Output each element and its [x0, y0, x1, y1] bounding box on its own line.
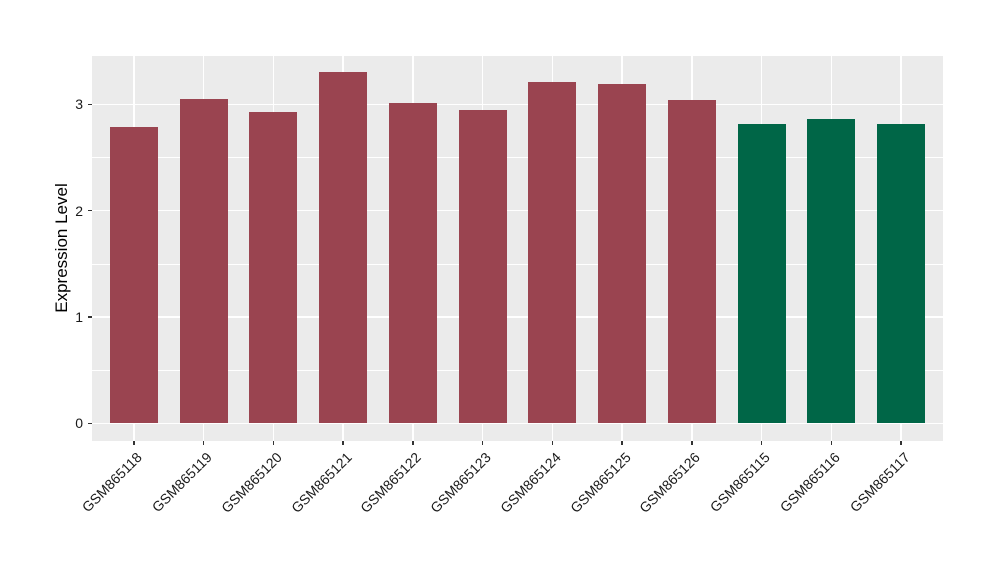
x-tick — [830, 441, 833, 445]
x-tick — [691, 441, 693, 445]
x-tick-label-text: GSM865115 — [706, 449, 773, 516]
bar-GSM865123 — [458, 109, 507, 424]
y-tick-label: 1 — [75, 309, 83, 326]
y-gridline-minor — [92, 263, 943, 265]
x-tick-label-text: GSM865116 — [776, 449, 843, 516]
x-tick — [900, 441, 902, 445]
x-tick-label-text: GSM865120 — [217, 449, 285, 516]
bar-GSM865120 — [249, 111, 298, 424]
y-tick — [88, 316, 92, 318]
y-tick-label: 2 — [75, 202, 83, 219]
bar-GSM865122 — [388, 103, 437, 424]
y-tick — [88, 103, 92, 106]
y-tick — [88, 209, 92, 212]
x-tick — [412, 441, 414, 445]
plot-panel — [92, 56, 943, 441]
x-tick-label-text: GSM865119 — [148, 449, 215, 516]
x-tick-label-text: GSM865125 — [566, 449, 634, 516]
x-tick-label-text: GSM865126 — [636, 449, 704, 516]
x-tick — [342, 441, 344, 445]
bar-GSM865121 — [319, 72, 368, 424]
y-gridline-major — [92, 103, 943, 106]
x-tick-label-text: GSM865122 — [357, 449, 425, 516]
y-tick-label: 0 — [75, 415, 83, 432]
y-tick-label: 3 — [75, 96, 83, 113]
bar-GSM865124 — [528, 82, 577, 424]
x-tick — [760, 441, 763, 445]
bar-GSM865119 — [179, 99, 228, 424]
x-tick-label-text: GSM865123 — [427, 449, 494, 516]
bar-GSM865117 — [877, 123, 926, 424]
x-tick — [551, 441, 554, 445]
x-tick — [133, 441, 135, 445]
y-gridline-minor — [92, 369, 943, 371]
bar-GSM865118 — [109, 126, 158, 424]
x-tick — [481, 441, 484, 445]
x-tick — [621, 441, 623, 445]
x-tick-label-text: GSM865118 — [78, 449, 146, 516]
bar-GSM865125 — [598, 84, 647, 424]
x-tick — [272, 441, 275, 445]
y-gridline-major — [92, 422, 943, 425]
y-gridline-minor — [92, 157, 943, 158]
x-tick-label-text: GSM865121 — [287, 449, 355, 516]
bar-GSM865116 — [807, 119, 856, 424]
x-tick-label-text: GSM865124 — [496, 449, 564, 516]
x-tick-label-text: GSM865117 — [846, 449, 913, 516]
bar-GSM865126 — [667, 100, 716, 424]
y-gridline-major — [92, 209, 943, 212]
bar-GSM865115 — [737, 123, 786, 424]
y-gridline-major — [92, 316, 943, 318]
y-tick — [88, 422, 92, 425]
x-tick — [202, 441, 205, 445]
